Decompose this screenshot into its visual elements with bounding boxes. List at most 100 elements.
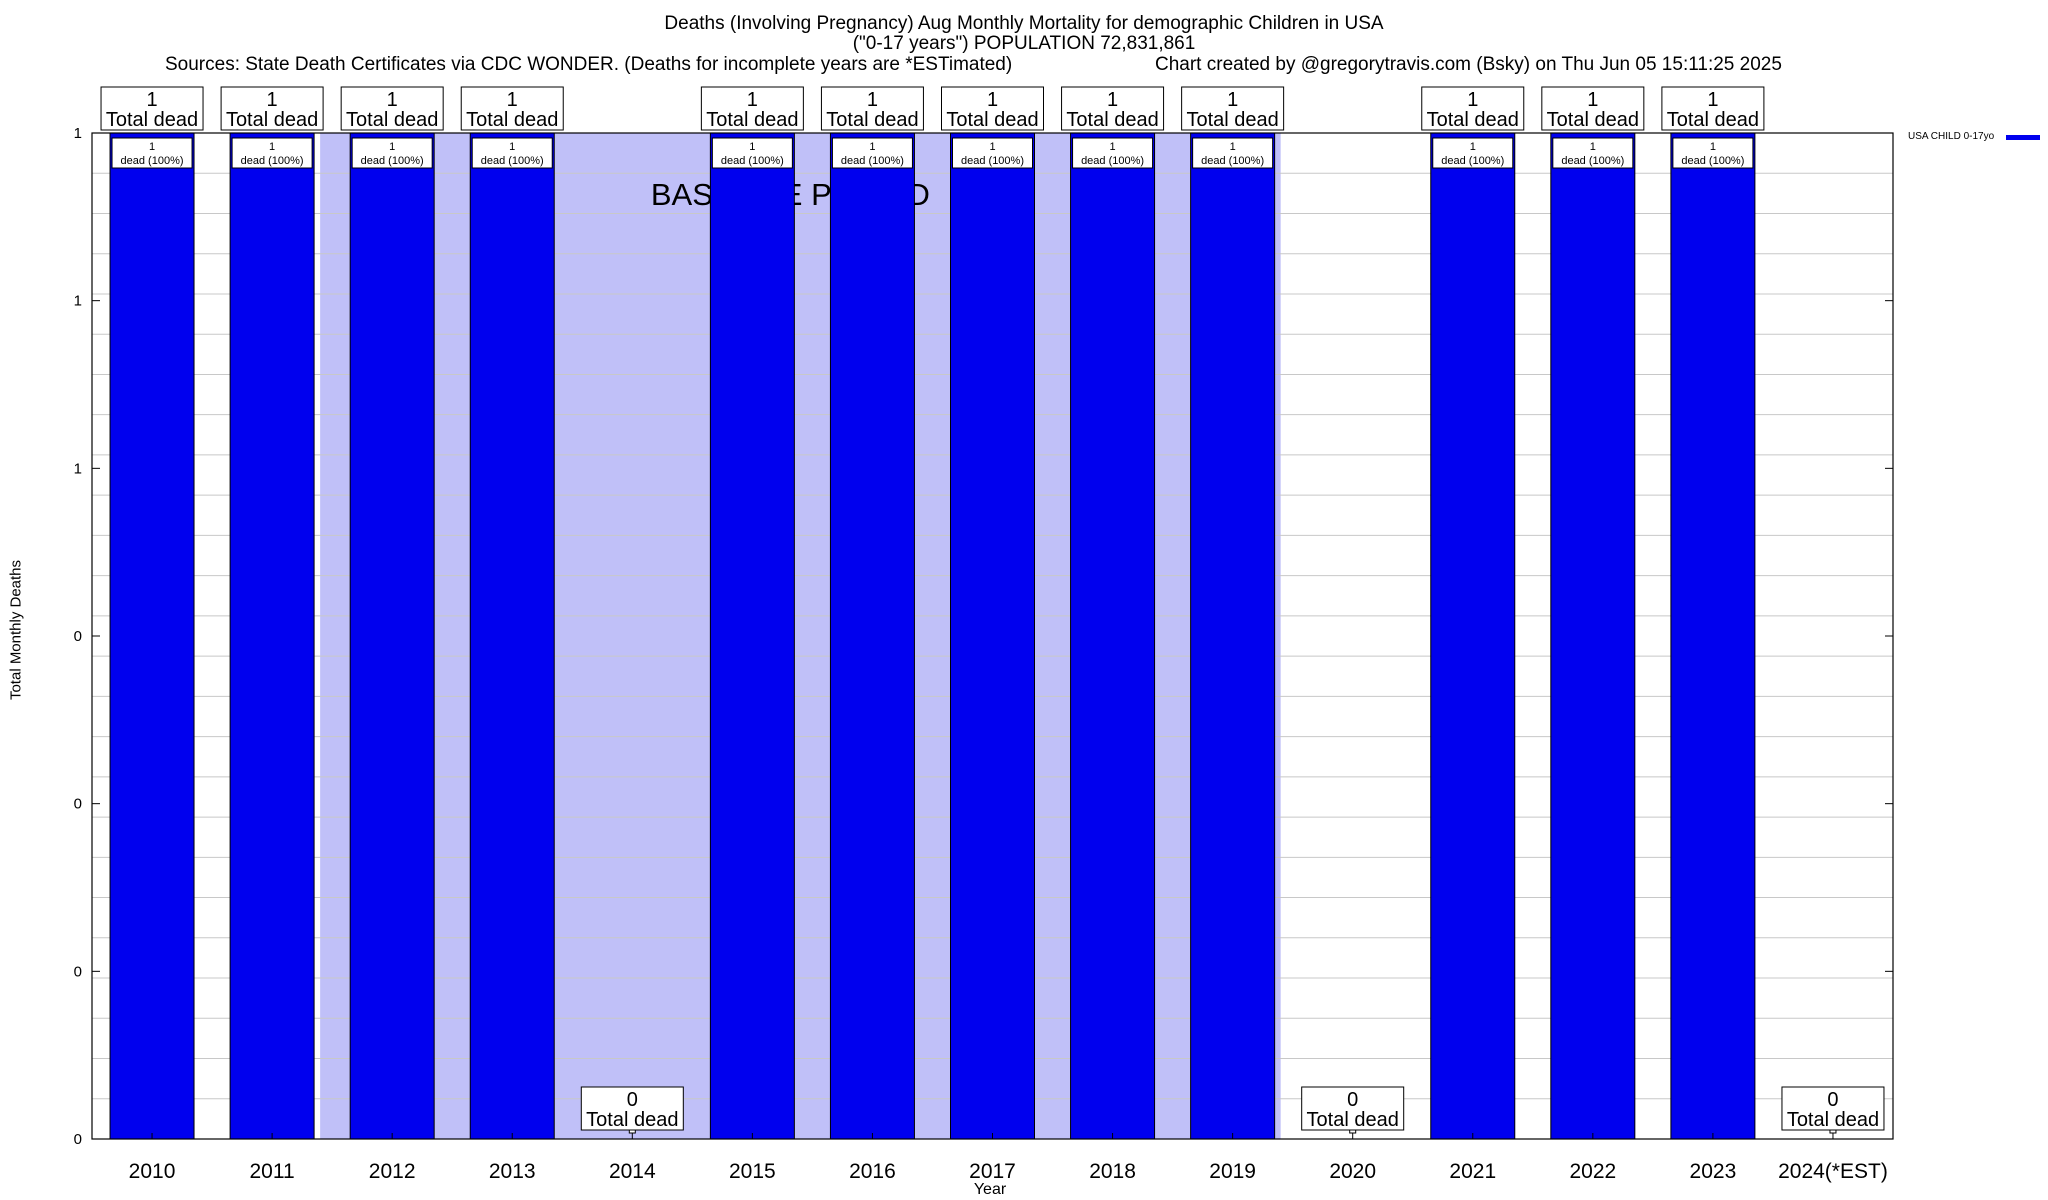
total-label-count: 1	[867, 89, 878, 111]
bar-2015	[709, 132, 795, 1140]
x-axis-label: Year	[973, 1181, 1007, 1198]
total-label-box	[1181, 86, 1285, 131]
bar-label-text: dead (100%)	[361, 155, 424, 167]
bar-label-text: dead (100%)	[481, 155, 544, 167]
total-label-text: Total dead	[946, 109, 1038, 131]
chart-sources: Sources: State Death Certificates via CD…	[165, 54, 1013, 75]
bar-label-count: 1	[1110, 141, 1116, 153]
total-label-count: 1	[507, 89, 518, 111]
total-label-text: Total dead	[826, 109, 918, 131]
bar-label-box	[1552, 137, 1634, 169]
total-label-count: 1	[747, 89, 758, 111]
total-label-text: Total dead	[466, 109, 558, 131]
total-label-box	[1061, 86, 1165, 131]
bar-label-box	[711, 137, 793, 169]
y-axis-label: Total Monthly Deaths	[7, 559, 25, 701]
x-tick-label: 2016	[849, 1160, 896, 1183]
total-label-box	[1301, 1086, 1405, 1131]
bar-label-count: 1	[1230, 141, 1236, 153]
total-label-count: 1	[1587, 89, 1598, 111]
total-label-box	[1541, 86, 1645, 131]
total-label-count: 0	[627, 1089, 638, 1111]
bar-label-box	[351, 137, 433, 169]
bar-label-count: 1	[149, 141, 155, 153]
bar-label-box	[1072, 137, 1154, 169]
y-tick-label: 0	[74, 628, 82, 645]
y-tick-label: 1	[74, 125, 82, 142]
bar-2023	[1670, 132, 1756, 1140]
total-label-text: Total dead	[106, 109, 198, 131]
x-tick-label: 2012	[369, 1160, 416, 1183]
total-label-box	[1421, 86, 1525, 131]
total-label-count: 1	[1707, 89, 1718, 111]
bar-2016	[829, 132, 915, 1140]
y-tick-label: 1	[74, 293, 82, 310]
total-label-count: 0	[1347, 1089, 1358, 1111]
x-tick-label: 2014	[609, 1160, 656, 1183]
bar-label-count: 1	[509, 141, 515, 153]
total-label-text: Total dead	[1066, 109, 1158, 131]
legend-swatch	[2006, 135, 2040, 140]
total-label-text: Total dead	[1186, 109, 1278, 131]
bar-2011	[229, 132, 315, 1140]
total-label-box	[460, 86, 564, 131]
plot-frame	[91, 132, 1894, 1140]
bar-label-count: 1	[989, 141, 995, 153]
bar-label-text: dead (100%)	[241, 155, 304, 167]
x-tick-label: 2022	[1569, 1160, 1616, 1183]
x-tick-label: 2015	[729, 1160, 776, 1183]
x-tick-label: 2024(*EST)	[1778, 1160, 1888, 1183]
total-label-text: Total dead	[706, 109, 798, 131]
bar-label-count: 1	[269, 141, 275, 153]
bar-label-box	[1432, 137, 1514, 169]
total-label-count: 1	[387, 89, 398, 111]
total-label-count: 1	[1467, 89, 1478, 111]
bar-label-box	[231, 137, 313, 169]
legend-entry: USA CHILD 0-17yo	[1908, 131, 1995, 142]
bar-2012	[349, 132, 435, 1140]
bar-label-count: 1	[869, 141, 875, 153]
bar-label-box	[1192, 137, 1274, 169]
bar-label-count: 1	[749, 141, 755, 153]
chart-credit: Chart created by @gregorytravis.com (Bsk…	[1155, 54, 1782, 75]
x-tick-label: 2019	[1209, 1160, 1256, 1183]
bar-2022	[1550, 132, 1636, 1140]
bar-2018	[1070, 132, 1156, 1140]
total-label-box	[700, 86, 804, 131]
total-label-count: 0	[1827, 1089, 1838, 1111]
bar-2019	[1190, 132, 1276, 1140]
bar-label-box	[1672, 137, 1754, 169]
total-label-box	[340, 86, 444, 131]
total-label-box	[820, 86, 924, 131]
bar-label-text: dead (100%)	[1201, 155, 1264, 167]
bar-2010	[109, 132, 195, 1140]
y-tick-label: 0	[74, 796, 82, 813]
total-label-box	[1781, 1086, 1885, 1131]
total-label-text: Total dead	[1667, 109, 1759, 131]
bar-label-text: dead (100%)	[1081, 155, 1144, 167]
total-label-count: 1	[1227, 89, 1238, 111]
bar-label-count: 1	[1470, 141, 1476, 153]
x-tick-label: 2021	[1449, 1160, 1496, 1183]
total-label-box	[220, 86, 324, 131]
total-label-text: Total dead	[586, 1109, 678, 1131]
bar-label-text: dead (100%)	[1441, 155, 1504, 167]
bar-label-text: dead (100%)	[961, 155, 1024, 167]
bar-2017	[950, 132, 1035, 1140]
chart-title: Deaths (Involving Pregnancy) Aug Monthly…	[664, 13, 1384, 34]
bar-label-box	[111, 137, 193, 169]
x-tick-label: 2017	[969, 1160, 1016, 1183]
x-tick-label: 2020	[1329, 1160, 1376, 1183]
total-label-count: 1	[1107, 89, 1118, 111]
total-label-text: Total dead	[1787, 1109, 1879, 1131]
total-label-text: Total dead	[1427, 109, 1519, 131]
total-label-box	[941, 86, 1044, 131]
x-tick-label: 2013	[489, 1160, 536, 1183]
bar-label-text: dead (100%)	[1681, 155, 1744, 167]
total-label-count: 1	[267, 89, 278, 111]
chart-subtitle: ("0-17 years") POPULATION 72,831,861	[852, 33, 1196, 54]
y-tick-label: 1	[74, 460, 82, 477]
bar-label-text: dead (100%)	[121, 155, 184, 167]
bar-label-count: 1	[389, 141, 395, 153]
